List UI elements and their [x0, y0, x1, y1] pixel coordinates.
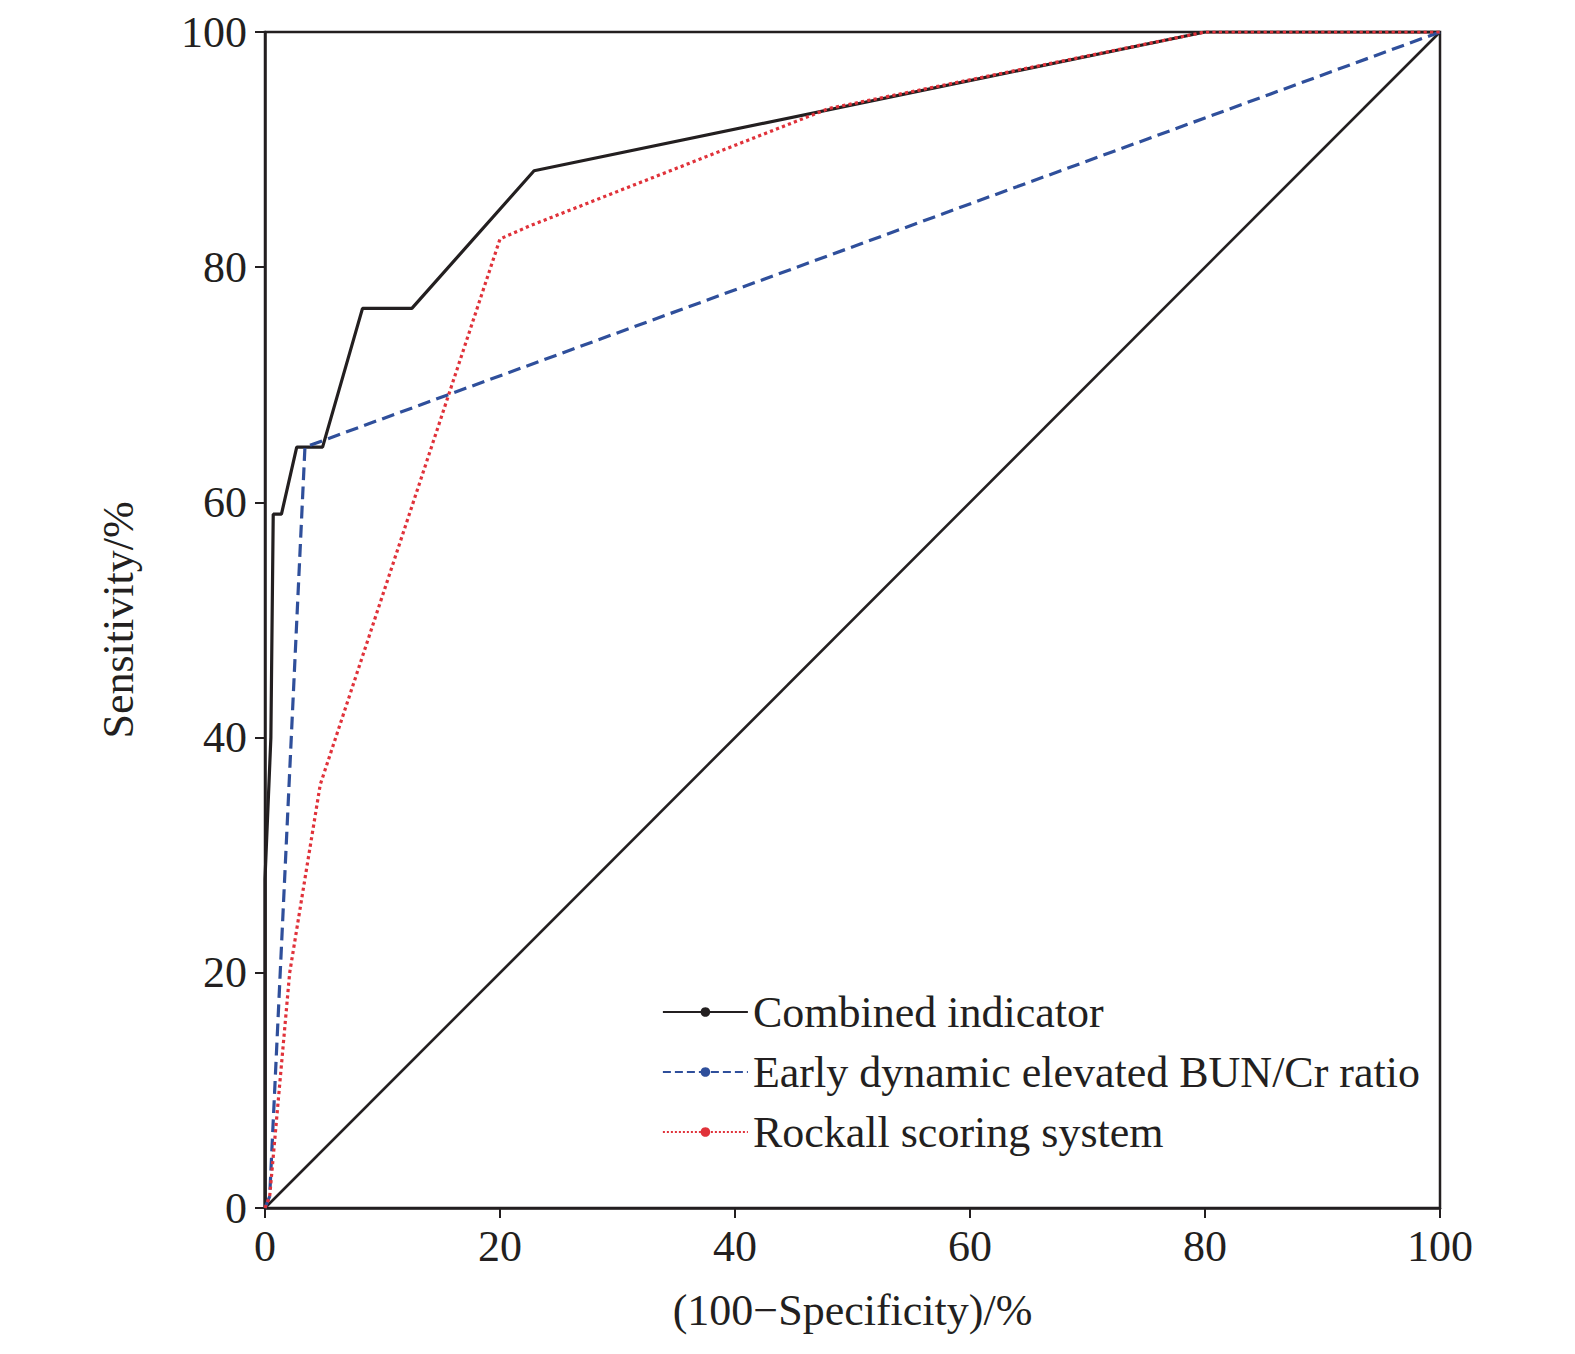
svg-text:(100−Specificity)/%: (100−Specificity)/%: [673, 1286, 1033, 1335]
svg-text:40: 40: [713, 1222, 757, 1271]
svg-text:0: 0: [225, 1184, 247, 1233]
svg-text:80: 80: [203, 243, 247, 292]
svg-text:Early dynamic elevated BUN/Cr: Early dynamic elevated BUN/Cr ratio: [753, 1048, 1420, 1097]
svg-text:Sensitivity/%: Sensitivity/%: [94, 501, 143, 738]
svg-text:60: 60: [203, 478, 247, 527]
svg-text:100: 100: [181, 8, 247, 57]
svg-text:60: 60: [948, 1222, 992, 1271]
svg-text:0: 0: [254, 1222, 276, 1271]
svg-text:Combined indicator: Combined indicator: [753, 988, 1104, 1037]
svg-text:100: 100: [1407, 1222, 1473, 1271]
svg-text:Rockall scoring system: Rockall scoring system: [753, 1108, 1164, 1157]
svg-text:40: 40: [203, 713, 247, 762]
svg-text:80: 80: [1183, 1222, 1227, 1271]
svg-text:20: 20: [203, 948, 247, 997]
svg-text:20: 20: [478, 1222, 522, 1271]
